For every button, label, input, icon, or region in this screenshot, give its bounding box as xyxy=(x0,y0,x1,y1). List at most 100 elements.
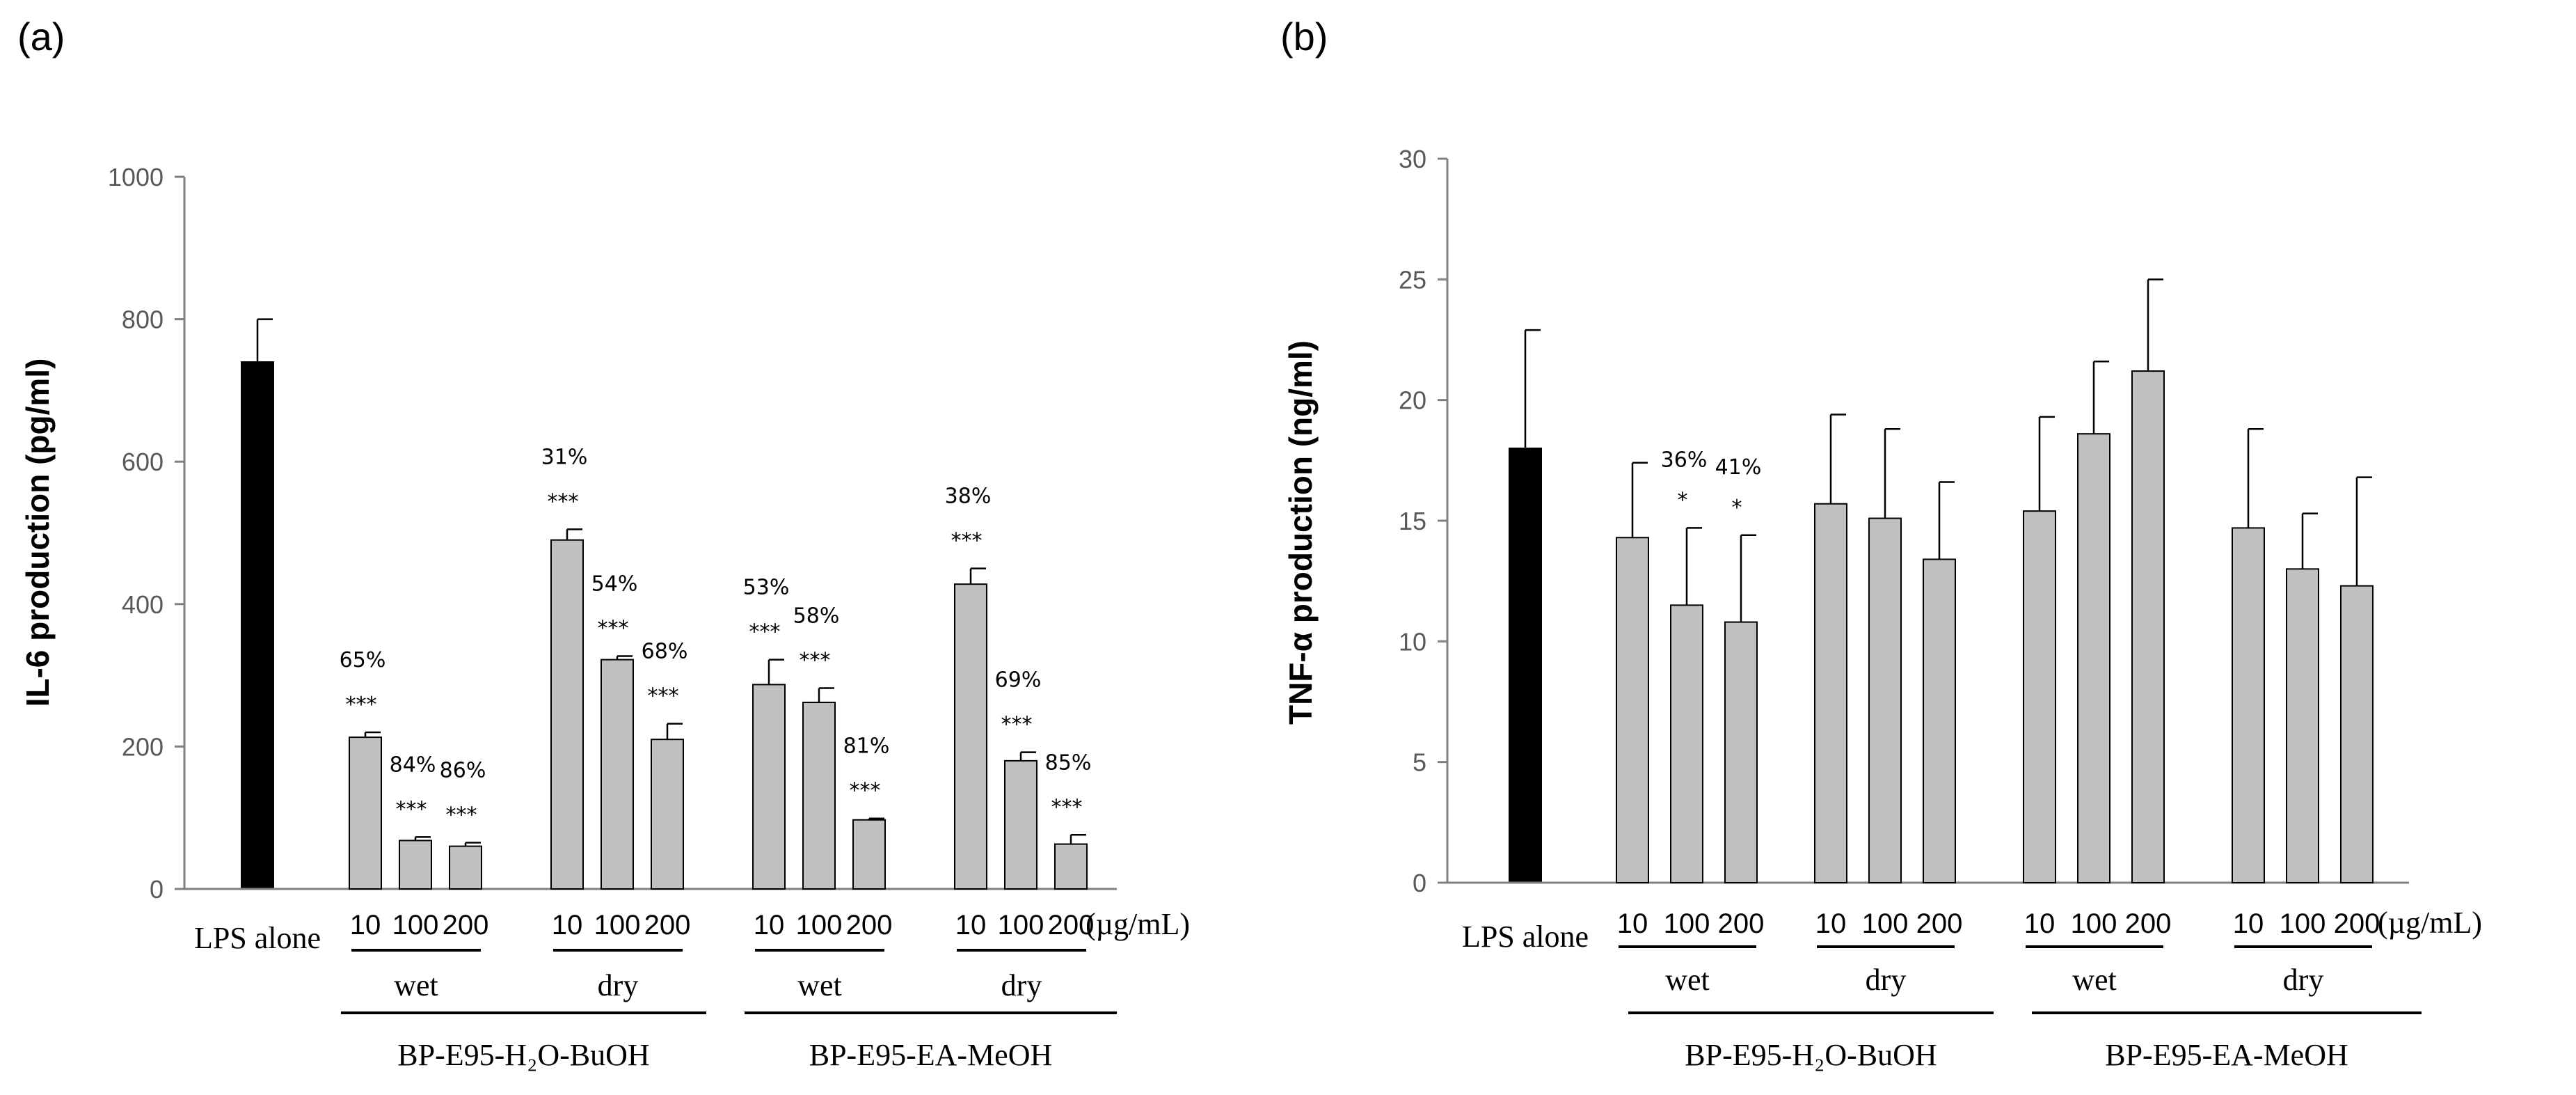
bar-dry-200 xyxy=(1923,558,1956,883)
significance-marker: *** xyxy=(648,684,679,709)
series-label: BP-E95-H₂O-BuOH xyxy=(397,1038,649,1072)
percent-inhibition-label: 41% xyxy=(1715,455,1762,480)
bar-wet-10 xyxy=(349,736,382,890)
bar-lps-alone xyxy=(241,361,274,890)
significance-marker: *** xyxy=(800,649,831,673)
bar-dry-200 xyxy=(651,739,684,890)
bar-dry-200 xyxy=(1054,843,1088,890)
bar-dry-100 xyxy=(1004,759,1037,890)
bar-dry-10 xyxy=(954,583,987,890)
x-tick-label: 200 xyxy=(443,910,489,940)
x-tick-label: 200 xyxy=(1048,910,1095,940)
x-tick-label: 200 xyxy=(2125,908,2172,939)
percent-inhibition-label: 68% xyxy=(642,640,688,664)
significance-marker: *** xyxy=(1051,795,1083,819)
y-tick-label: 800 xyxy=(122,306,164,334)
y-tick-label: 5 xyxy=(1413,748,1426,777)
bar-wet-200 xyxy=(852,819,886,890)
percent-inhibition-label: 54% xyxy=(591,572,638,596)
bar-wet-100 xyxy=(399,840,432,890)
bar-wet-10 xyxy=(2023,510,2056,883)
y-tick-label: 0 xyxy=(150,875,164,904)
panel-a: (a) 0 200 400 600 800 1000 IL-6 production (pg/… xyxy=(17,15,1190,1072)
y-tick-label: 600 xyxy=(122,448,164,476)
bar-wet-10 xyxy=(752,684,786,890)
x-tick-label: 10 xyxy=(955,910,987,940)
panel-label: (b) xyxy=(1280,15,1328,58)
extract-label: dry xyxy=(1001,968,1042,1002)
dose-unit-label: (µg/mL) xyxy=(1086,907,1190,941)
percent-inhibition-label: 31% xyxy=(541,445,588,469)
percent-inhibition-label: 58% xyxy=(793,604,840,629)
bar-wet-100 xyxy=(802,701,836,890)
significance-marker: * xyxy=(1678,488,1688,512)
x-tick-label: 100 xyxy=(594,910,641,940)
bar-dry-100 xyxy=(2286,568,2319,883)
y-tick-label: 25 xyxy=(1399,265,1426,294)
percent-inhibition-label: 85% xyxy=(1045,750,1092,775)
control-label: LPS alone xyxy=(1462,920,1589,954)
bar-wet-100 xyxy=(1670,604,1703,883)
x-tick-label: 100 xyxy=(392,910,439,940)
significance-marker: *** xyxy=(446,803,477,828)
significance-marker: *** xyxy=(850,779,881,803)
significance-marker: *** xyxy=(396,797,427,821)
percent-inhibition-label: 36% xyxy=(1661,448,1708,472)
percent-inhibition-label: 84% xyxy=(390,753,436,777)
x-tick-label: 10 xyxy=(754,910,785,940)
x-tick-label: 10 xyxy=(350,910,381,940)
bar-dry-100 xyxy=(1868,517,1902,883)
x-tick-label: 200 xyxy=(846,910,893,940)
bar-wet-100 xyxy=(2077,433,2110,883)
y-tick-label: 1000 xyxy=(108,163,164,191)
bar-wet-10 xyxy=(1616,537,1649,883)
control-label: LPS alone xyxy=(194,921,321,955)
x-tick-label: 10 xyxy=(552,910,583,940)
x-tick-label: 200 xyxy=(2334,908,2380,939)
extract-label: wet xyxy=(394,968,438,1002)
significance-marker: *** xyxy=(951,529,983,553)
y-tick-label: 0 xyxy=(1413,869,1426,897)
extract-label: wet xyxy=(797,968,842,1002)
x-tick-label: 100 xyxy=(1664,908,1710,939)
x-tick-label: 100 xyxy=(2071,908,2117,939)
x-tick-label: 10 xyxy=(2024,908,2056,939)
significance-marker: *** xyxy=(548,489,579,514)
percent-inhibition-label: 38% xyxy=(945,485,992,509)
bar-wet-200 xyxy=(2131,370,2165,883)
bar-dry-10 xyxy=(550,539,584,890)
bar-lps-alone xyxy=(1509,448,1542,883)
extract-label: dry xyxy=(1866,963,1907,997)
series-label: BP-E95-EA-MeOH xyxy=(2105,1038,2348,1072)
percent-inhibition-label: 53% xyxy=(743,576,790,600)
bar-dry-100 xyxy=(601,659,634,890)
significance-marker: *** xyxy=(1001,713,1033,737)
percent-inhibition-label: 81% xyxy=(843,734,890,759)
x-tick-label: 100 xyxy=(998,910,1044,940)
x-tick-label: 200 xyxy=(1916,908,1963,939)
y-tick-label: 200 xyxy=(122,732,164,761)
panel-b: (b) 0 5 10 15 20 25 30 TNF-α production (ng/ml) L… xyxy=(1280,15,2482,1072)
percent-inhibition-label: 69% xyxy=(995,668,1042,693)
percent-inhibition-label: 65% xyxy=(340,648,386,672)
bar-wet-200 xyxy=(449,845,482,890)
bar-dry-200 xyxy=(2340,585,2374,883)
extract-label: dry xyxy=(598,968,639,1002)
series-label: BP-E95-H₂O-BuOH xyxy=(1685,1038,1937,1072)
percent-inhibition-label: 86% xyxy=(440,759,486,783)
x-tick-label: 200 xyxy=(1718,908,1765,939)
significance-marker: *** xyxy=(749,620,781,645)
x-tick-label: 200 xyxy=(644,910,691,940)
x-tick-label: 10 xyxy=(1815,908,1847,939)
bar-dry-10 xyxy=(2232,527,2265,884)
x-tick-label: 10 xyxy=(1617,908,1648,939)
y-tick-label: 10 xyxy=(1399,627,1426,656)
bar-dry-10 xyxy=(1814,503,1847,883)
extract-label: wet xyxy=(2072,963,2117,997)
y-tick-label: 400 xyxy=(122,590,164,619)
y-tick-label: 15 xyxy=(1399,507,1426,535)
extract-label: dry xyxy=(2283,963,2324,997)
y-axis-title: IL-6 production (pg/ml) xyxy=(19,359,56,707)
panel-label: (a) xyxy=(17,15,65,58)
